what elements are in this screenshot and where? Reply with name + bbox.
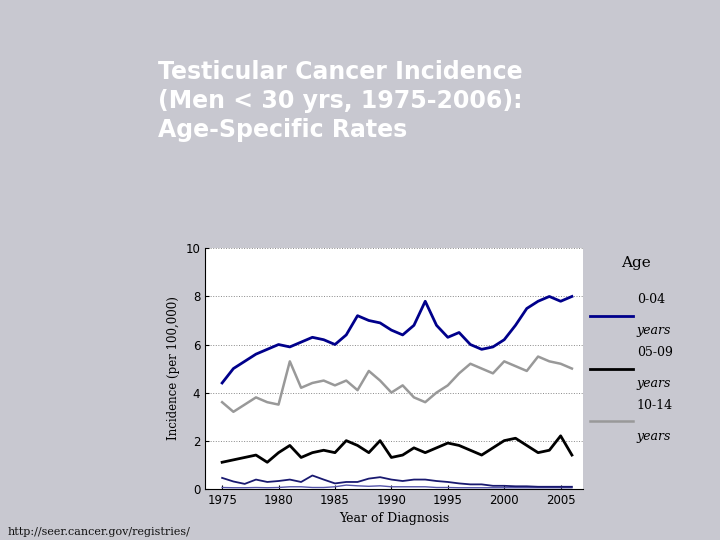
Text: years: years xyxy=(637,430,671,443)
Text: 05-09: 05-09 xyxy=(637,346,672,359)
X-axis label: Year of Diagnosis: Year of Diagnosis xyxy=(339,512,449,525)
Text: years: years xyxy=(637,325,671,338)
Text: Testicular Cancer Incidence
(Men < 30 yrs, 1975-2006):
Age-Specific Rates: Testicular Cancer Incidence (Men < 30 yr… xyxy=(158,60,523,141)
Text: 10-14: 10-14 xyxy=(637,399,673,412)
Text: years: years xyxy=(637,377,671,390)
Text: http://seer.cancer.gov/registries/: http://seer.cancer.gov/registries/ xyxy=(7,526,190,537)
Text: 0-04: 0-04 xyxy=(637,293,665,306)
Y-axis label: Incidence (per 100,000): Incidence (per 100,000) xyxy=(167,296,180,441)
Text: Age: Age xyxy=(621,255,651,269)
